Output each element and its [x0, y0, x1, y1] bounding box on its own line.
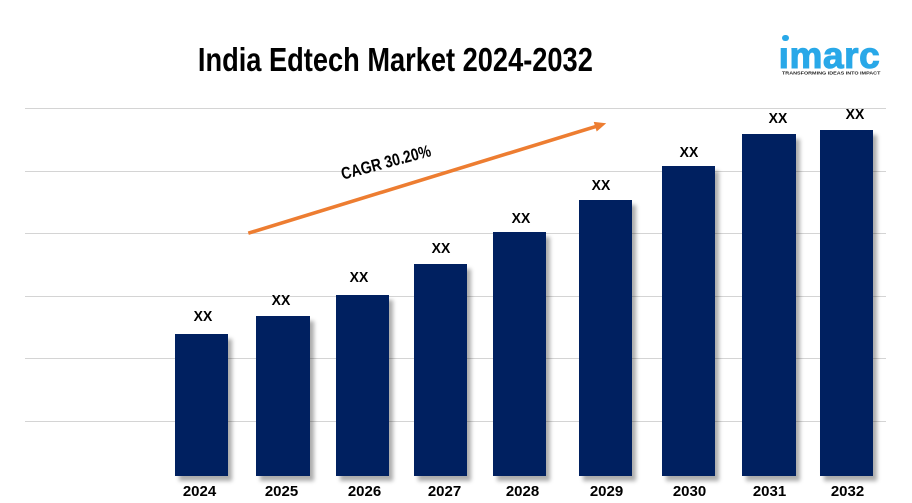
svg-text:TRANSFORMING IDEAS INTO IMPACT: TRANSFORMING IDEAS INTO IMPACT: [782, 71, 881, 76]
